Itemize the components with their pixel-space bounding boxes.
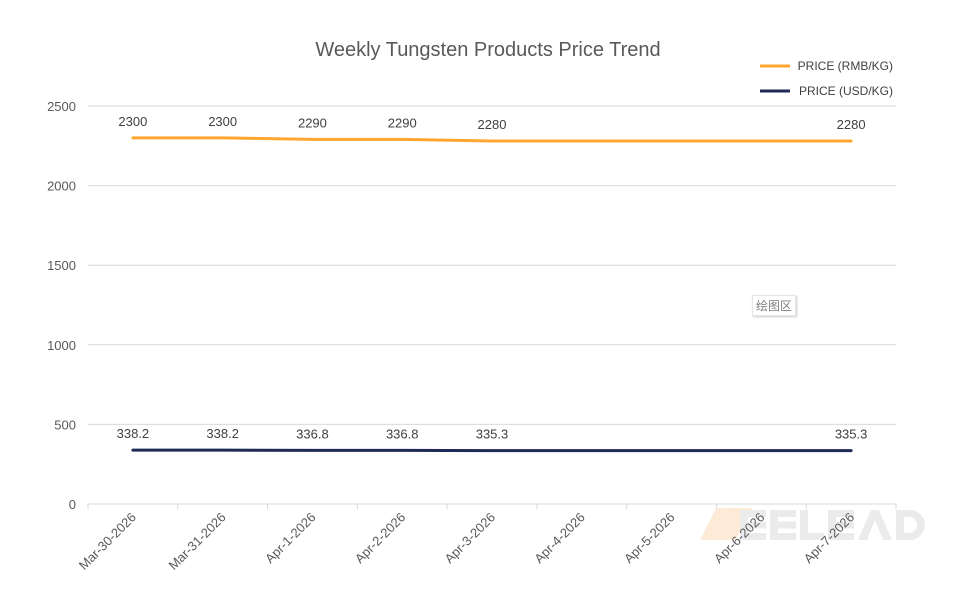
watermark-logo <box>700 508 925 540</box>
data-label: 2300 <box>208 114 237 129</box>
y-tick-label: 2000 <box>47 179 76 194</box>
data-label: 2290 <box>298 115 327 130</box>
logo-shape <box>700 508 728 540</box>
data-label: 2290 <box>388 115 417 130</box>
x-tick-label: Apr-5-2026 <box>621 510 678 567</box>
logo-letter-shape <box>896 510 925 540</box>
x-tick-label: Apr-1-2026 <box>262 510 319 567</box>
legend-item: PRICE (USD/KG) <box>760 84 893 98</box>
y-tick-label: 2500 <box>47 99 76 114</box>
data-label: 335.3 <box>835 427 868 442</box>
data-label: 336.8 <box>296 426 329 441</box>
logo-letter-shape <box>828 521 854 529</box>
logo-letter-shape <box>800 533 824 540</box>
logo-letter-shape <box>770 521 796 529</box>
logo-letter-shape <box>770 533 796 540</box>
legend-label: PRICE (USD/KG) <box>799 84 893 98</box>
data-label: 2280 <box>478 117 507 132</box>
x-tick-label: Mar-30-2026 <box>76 510 139 573</box>
legend-item: PRICE (RMB/KG) <box>760 59 893 73</box>
x-tick-label: Apr-4-2026 <box>531 510 588 567</box>
y-tick-label: 500 <box>54 417 76 432</box>
data-label: 335.3 <box>476 427 509 442</box>
logo-letter-shape <box>858 510 892 540</box>
logo-letter-shape <box>828 510 854 517</box>
logo-letter-shape <box>800 510 808 540</box>
x-tick-label: Apr-2-2026 <box>352 510 409 567</box>
data-label: 2280 <box>837 117 866 132</box>
chart-title: Weekly Tungsten Products Price Trend <box>315 39 660 61</box>
y-tick-label: 0 <box>69 497 76 512</box>
logo-letter-shape <box>740 521 766 529</box>
data-label: 338.2 <box>117 426 150 441</box>
y-tick-label: 1500 <box>47 258 76 273</box>
logo-letter-shape <box>740 533 766 540</box>
series-line-0 <box>131 136 853 143</box>
legend-label: PRICE (RMB/KG) <box>798 59 893 73</box>
y-tick-label: 1000 <box>47 338 76 353</box>
data-label: 338.2 <box>206 426 239 441</box>
plot-area-tooltip: 绘图区 <box>752 295 797 316</box>
logo-letter-shape <box>828 533 854 540</box>
data-label: 336.8 <box>386 426 419 441</box>
logo-letter-shape <box>740 510 766 517</box>
x-tick-label: Mar-31-2026 <box>166 510 229 573</box>
logo-letter-shape <box>770 510 796 517</box>
x-tick-label: Apr-3-2026 <box>442 510 499 567</box>
data-label: 2300 <box>118 114 147 129</box>
